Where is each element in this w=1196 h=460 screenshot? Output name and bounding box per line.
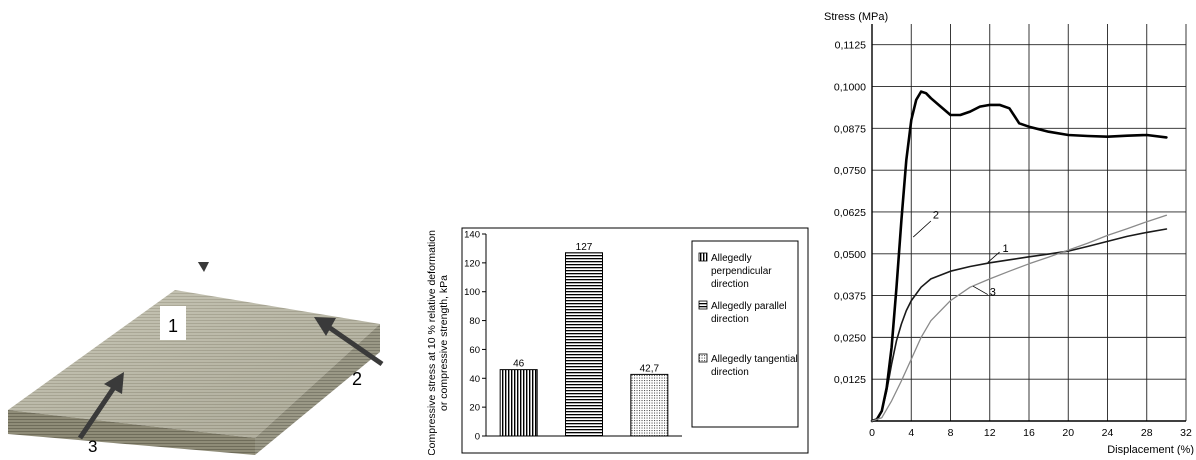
line-ylabel: Stress (MPa)	[824, 11, 888, 23]
line-xtick-label: 24	[1102, 427, 1114, 439]
legend-label: Allegedly parallel	[711, 301, 787, 312]
annotation-leader	[987, 251, 1000, 263]
series-label-2: 2	[933, 210, 939, 222]
bar-1	[499, 369, 538, 437]
bar-ylabel-line-1: Compressive stress at 10 % relative defo…	[426, 230, 438, 455]
line-annotations: 2 1 3	[912, 210, 1009, 299]
series-label-3: 3	[990, 287, 996, 299]
line-xtick-label: 32	[1180, 427, 1192, 439]
bar-value-label: 46	[513, 359, 525, 370]
line-grid	[872, 24, 1187, 421]
line-ytick-label: 0,0500	[834, 249, 866, 261]
bar-value-label: 127	[576, 242, 593, 253]
bar-marks: 46 127 42,7	[499, 242, 669, 437]
line-ytick-label: 0,0625	[834, 207, 866, 219]
line-xtick-label: 8	[948, 427, 954, 439]
line-ytick-label: 0,0125	[834, 374, 866, 386]
arrow-3-icon	[77, 372, 124, 440]
line-ytick-label: 0,1000	[834, 82, 866, 94]
line-series	[870, 90, 1168, 423]
bar-ytick-label: 100	[464, 287, 480, 298]
line-chart: Stress (MPa) 0,0125 0,0250 0,0375 0,0500 0,0…	[814, 0, 1196, 456]
bar-ytick-label: 120	[464, 258, 480, 269]
line-xtick-label: 16	[1023, 427, 1035, 439]
bar-ylabel-line-2: or compressive strength, kPa	[438, 275, 450, 411]
series-2-line	[870, 90, 1168, 423]
label-3: 3	[88, 437, 97, 455]
line-xtick-label: 28	[1141, 427, 1153, 439]
bar-2	[565, 252, 603, 437]
bar-legend-frame	[691, 240, 799, 428]
bar-3	[630, 373, 669, 437]
bar-chart-frame	[461, 227, 809, 454]
legend-swatch-2	[698, 300, 708, 310]
series-3-line	[871, 214, 1168, 422]
annotation-leader	[972, 285, 988, 295]
line-xtick-label: 12	[984, 427, 996, 439]
bar-chart: Compressive stress at 10 % relative defo…	[424, 225, 812, 456]
label-box-1	[160, 306, 186, 340]
line-xtick-label: 4	[908, 427, 914, 439]
legend-label: direction	[711, 279, 749, 290]
line-axes: 0,0125 0,0250 0,0375 0,0500 0,0625 0,0750 0,08…	[834, 24, 1192, 439]
label-1: 1	[168, 316, 178, 336]
legend-label: direction	[711, 367, 749, 378]
line-xlabel: Displacement (%)	[1107, 444, 1194, 455]
line-xtick-label: 20	[1062, 427, 1074, 439]
bar-ytick-label: 80	[469, 316, 480, 327]
arrow-1-icon	[193, 197, 213, 272]
label-2: 2	[352, 369, 362, 389]
arrow-2-icon	[314, 317, 384, 367]
bar-ytick-label: 20	[469, 403, 480, 414]
annotation-leader	[912, 220, 932, 238]
bar-ytick-label: 0	[475, 432, 480, 443]
legend-label: perpendicular	[711, 266, 772, 277]
series-1-line	[871, 228, 1168, 422]
line-ytick-label: 0,0375	[834, 291, 866, 303]
bar-legend: Allegedly perpendicular direction Allegedly…	[698, 252, 798, 378]
line-ytick-label: 0,1125	[835, 40, 866, 52]
specimen-photo: 1 2 3	[0, 197, 420, 456]
legend-swatch-1	[698, 252, 708, 262]
line-ytick-label: 0,0250	[834, 332, 866, 344]
legend-label: Allegedly tangential	[711, 354, 798, 365]
series-label-1: 1	[1003, 243, 1009, 255]
bar-ytick-label: 140	[464, 230, 480, 241]
legend-swatch-3	[698, 353, 708, 363]
bar-ytick-label: 60	[469, 345, 480, 356]
bar-ytick-label: 40	[469, 374, 480, 385]
line-ytick-label: 0,0750	[834, 165, 866, 177]
legend-label: direction	[711, 314, 749, 325]
board-block	[8, 290, 380, 455]
bar-value-label: 42,7	[640, 363, 660, 374]
line-xtick-label: 0	[869, 427, 875, 439]
line-ytick-label: 0,0875	[834, 123, 866, 135]
legend-label: Allegedly	[711, 253, 752, 264]
